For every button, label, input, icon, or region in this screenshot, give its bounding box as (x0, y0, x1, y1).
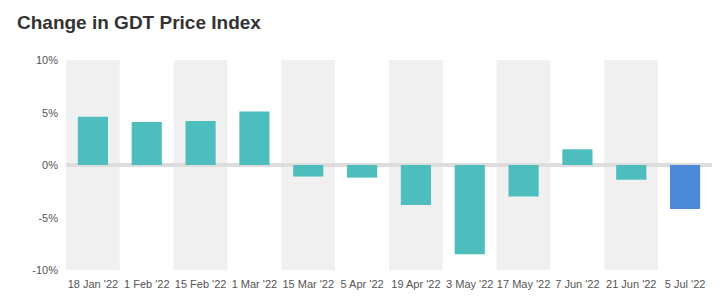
svg-text:10%: 10% (36, 54, 58, 66)
svg-text:3 May '22: 3 May '22 (446, 278, 493, 290)
svg-text:15 Feb '22: 15 Feb '22 (175, 278, 227, 290)
svg-text:21 Jun '22: 21 Jun '22 (606, 278, 656, 290)
svg-text:1 Feb '22: 1 Feb '22 (124, 278, 170, 290)
svg-text:15 Mar '22: 15 Mar '22 (282, 278, 334, 290)
svg-text:5 Jul '22: 5 Jul '22 (665, 278, 706, 290)
svg-text:5 Apr '22: 5 Apr '22 (341, 278, 384, 290)
svg-text:-10%: -10% (32, 264, 58, 276)
svg-text:19 Apr '22: 19 Apr '22 (391, 278, 440, 290)
svg-text:0%: 0% (42, 159, 58, 171)
svg-text:-5%: -5% (38, 212, 58, 224)
svg-text:Change in GDT Price Index: Change in GDT Price Index (17, 12, 261, 33)
svg-text:5%: 5% (42, 107, 58, 119)
svg-text:7 Jun '22: 7 Jun '22 (555, 278, 599, 290)
svg-text:18 Jan '22: 18 Jan '22 (68, 278, 118, 290)
svg-text:1 Mar '22: 1 Mar '22 (232, 278, 278, 290)
svg-text:17 May '22: 17 May '22 (497, 278, 550, 290)
